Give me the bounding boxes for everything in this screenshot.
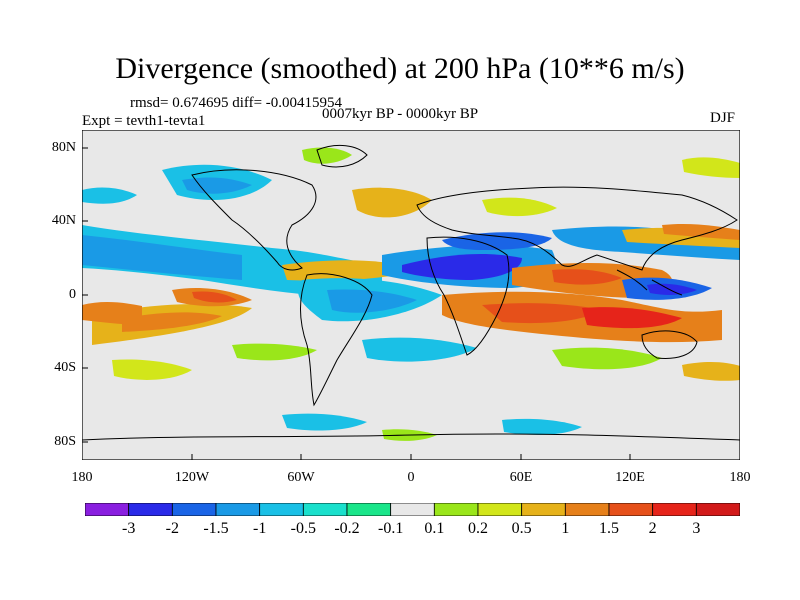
lat-label-0: 0 [69, 287, 76, 302]
colorbar-label: -0.2 [334, 520, 360, 537]
colorbar-label: -2 [165, 520, 179, 537]
colorbar-boxes [85, 503, 740, 516]
lat-label-40s: 40S [54, 360, 76, 375]
colorbar-label: 0.5 [511, 520, 532, 537]
lat-label-80n: 80N [51, 140, 76, 155]
colorbar-box [85, 503, 130, 516]
lon-label-180w: 180 [71, 470, 93, 485]
colorbar-box [521, 503, 566, 516]
lat-label-80s: 80S [54, 434, 76, 449]
colorbar-box [390, 503, 435, 516]
lat-label-40n: 40N [51, 213, 76, 228]
lon-label-60w: 60W [287, 470, 315, 485]
colorbar-box [433, 503, 479, 516]
colorbar-box [171, 503, 217, 516]
colorbar-label: -0.5 [290, 520, 316, 537]
lon-label-120e: 120E [615, 470, 645, 485]
experiment-label: Expt = tevth1-tevta1 [82, 113, 206, 129]
colorbar-box [652, 503, 697, 516]
rmsd-diff-stats: rmsd= 0.674695 diff= -0.00415954 [130, 95, 343, 111]
lon-label-60e: 60E [509, 470, 533, 485]
colorbar-label: 1 [561, 520, 570, 537]
colorbar-label: -1.5 [203, 520, 229, 537]
colorbar-box [346, 503, 392, 516]
colorbar-box [477, 503, 523, 516]
colorbar-label: 2 [648, 520, 657, 537]
divergence-map [82, 130, 740, 460]
lon-label-120w: 120W [174, 470, 210, 485]
period-label: 0007kyr BP - 0000kyr BP [322, 106, 479, 122]
colorbar-box [259, 503, 304, 516]
colorbar-label: -3 [121, 520, 136, 537]
lon-label-0: 0 [407, 470, 415, 485]
colorbar-label: 0.2 [468, 520, 488, 537]
season-label: DJF [710, 110, 736, 126]
colorbar-box [302, 503, 348, 516]
coastlines [82, 144, 740, 441]
colorbar-label: 1.5 [599, 520, 619, 537]
colorbar-box [215, 503, 261, 516]
colorbar-label: 0.1 [424, 520, 445, 537]
colorbar-box [695, 503, 740, 516]
lon-label-180e: 180 [729, 470, 751, 485]
axis-ticks [82, 147, 631, 460]
colorbar-box [564, 503, 610, 516]
map-title: Divergence (smoothed) at 200 hPa (10**6 … [115, 52, 685, 85]
colorbar-label: 3 [692, 520, 701, 537]
colorbar-box [128, 503, 173, 516]
colorbar-label: -0.1 [377, 520, 404, 537]
colorbar-label: -1 [252, 520, 267, 537]
colorbar-box [608, 503, 654, 516]
anomaly-fields [82, 147, 740, 441]
colorbar [85, 503, 740, 516]
